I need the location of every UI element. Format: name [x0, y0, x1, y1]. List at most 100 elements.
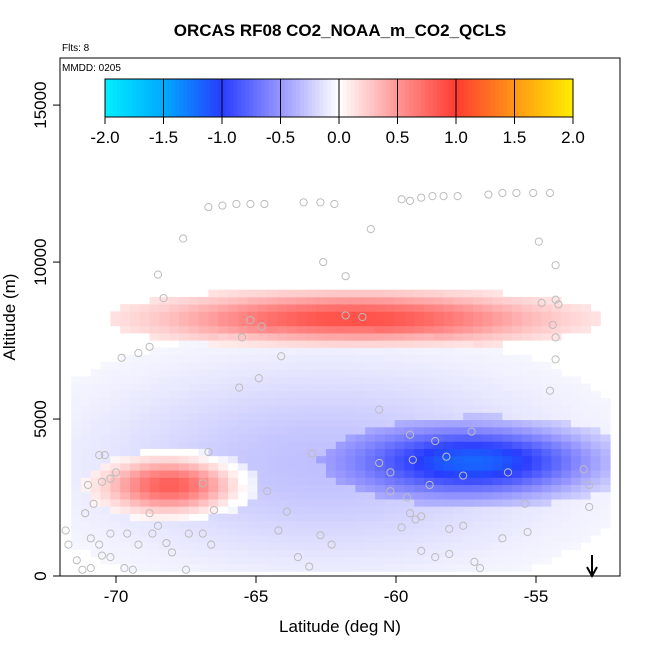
- heatmap-cell: [267, 304, 278, 312]
- sample-point: [246, 199, 255, 209]
- heatmap-cell: [394, 333, 405, 341]
- colorbar-segment: [413, 79, 418, 117]
- heatmap-cell: [335, 289, 346, 298]
- heatmap-cell: [443, 289, 454, 298]
- heatmap-cell: [482, 347, 493, 356]
- heatmap-cell: [394, 527, 405, 536]
- heatmap-cell: [600, 520, 611, 529]
- heatmap-cell: [286, 477, 297, 486]
- heatmap-cell: [257, 535, 268, 543]
- heatmap-cell: [571, 506, 582, 514]
- heatmap-cell: [580, 535, 591, 543]
- sample-point: [327, 540, 336, 549]
- heatmap-cell: [345, 426, 356, 435]
- heatmap-cell: [296, 484, 307, 493]
- heatmap-cell: [237, 354, 248, 363]
- heatmap-cell: [414, 340, 425, 348]
- heatmap-cell: [502, 426, 513, 435]
- heatmap-cell: [188, 311, 199, 319]
- heatmap-cell: [473, 513, 484, 522]
- heatmap-cell: [257, 376, 268, 384]
- heatmap-cell: [169, 361, 180, 370]
- colorbar-segment: [124, 79, 129, 117]
- heatmap-cell: [414, 484, 425, 493]
- heatmap-cell: [404, 318, 415, 327]
- heatmap-cell: [345, 405, 356, 413]
- heatmap-cell: [522, 441, 533, 449]
- heatmap-cell: [208, 361, 219, 370]
- heatmap-cell: [473, 564, 484, 572]
- heatmap-cell: [296, 412, 307, 421]
- heatmap-cell: [149, 390, 160, 399]
- heatmap-cell: [100, 535, 111, 543]
- heatmap-cell: [502, 527, 513, 536]
- heatmap-cell: [541, 535, 552, 543]
- heatmap-cell: [512, 325, 523, 334]
- heatmap-cell: [365, 527, 376, 536]
- heatmap-cell: [551, 376, 562, 384]
- heatmap-cell: [551, 419, 562, 428]
- heatmap-cell: [335, 354, 346, 363]
- heatmap-cell: [375, 520, 386, 529]
- heatmap-cell: [286, 434, 297, 442]
- heatmap-cell: [463, 455, 474, 464]
- heatmap-cell: [110, 491, 121, 500]
- heatmap-cell: [414, 527, 425, 536]
- heatmap-cell: [424, 448, 435, 457]
- heatmap-cell: [130, 434, 141, 442]
- heatmap-cell: [218, 441, 229, 449]
- heatmap-cell: [424, 304, 435, 312]
- heatmap-cell: [384, 434, 395, 442]
- heatmap-cell: [443, 564, 454, 572]
- heatmap-cell: [453, 455, 464, 464]
- heatmap-cell: [306, 325, 317, 334]
- heatmap-cell: [463, 513, 474, 522]
- sample-point: [417, 546, 426, 555]
- heatmap-cell: [169, 304, 180, 312]
- heatmap-cell: [237, 289, 248, 298]
- heatmap-cell: [228, 325, 239, 334]
- heatmap-cell: [120, 484, 131, 493]
- heatmap-cell: [345, 296, 356, 305]
- heatmap-cell: [296, 426, 307, 435]
- heatmap-cell: [541, 369, 552, 377]
- colorbar-segment: [456, 79, 461, 117]
- heatmap-cell: [433, 405, 444, 413]
- heatmap-cell: [100, 455, 111, 464]
- sample-point: [207, 540, 216, 549]
- sample-point: [405, 509, 415, 518]
- heatmap-cell: [208, 340, 219, 348]
- heatmap-cell: [257, 470, 268, 478]
- heatmap-cell: [512, 441, 523, 449]
- heatmap-cell: [198, 354, 209, 363]
- heatmap-cell: [120, 455, 131, 464]
- heatmap-cell: [384, 369, 395, 377]
- heatmap-cell: [120, 426, 131, 435]
- heatmap-cell: [492, 484, 503, 493]
- heatmap-cell: [296, 470, 307, 478]
- heatmap-cell: [316, 564, 327, 572]
- heatmap-cell: [522, 369, 533, 377]
- heatmap-cell: [247, 405, 258, 413]
- heatmap-cell: [326, 527, 337, 536]
- sample-point: [445, 549, 454, 559]
- heatmap-cell: [257, 462, 268, 471]
- heatmap-cell: [384, 325, 395, 334]
- heatmap-cell: [267, 369, 278, 377]
- heatmap-cell: [286, 448, 297, 457]
- heatmap-cell: [316, 390, 327, 399]
- heatmap-cell: [71, 376, 82, 384]
- heatmap-cell: [522, 333, 533, 341]
- heatmap-cell: [120, 361, 131, 370]
- colorbar-segment: [257, 79, 262, 117]
- heatmap-cell: [335, 470, 346, 478]
- heatmap-cell: [424, 434, 435, 442]
- heatmap-cell: [169, 462, 180, 471]
- heatmap-cell: [277, 549, 288, 558]
- heatmap-cell: [296, 549, 307, 558]
- colorbar-segment: [144, 79, 149, 117]
- heatmap-cell: [188, 462, 199, 471]
- heatmap-cell: [228, 369, 239, 377]
- heatmap-cell: [522, 419, 533, 428]
